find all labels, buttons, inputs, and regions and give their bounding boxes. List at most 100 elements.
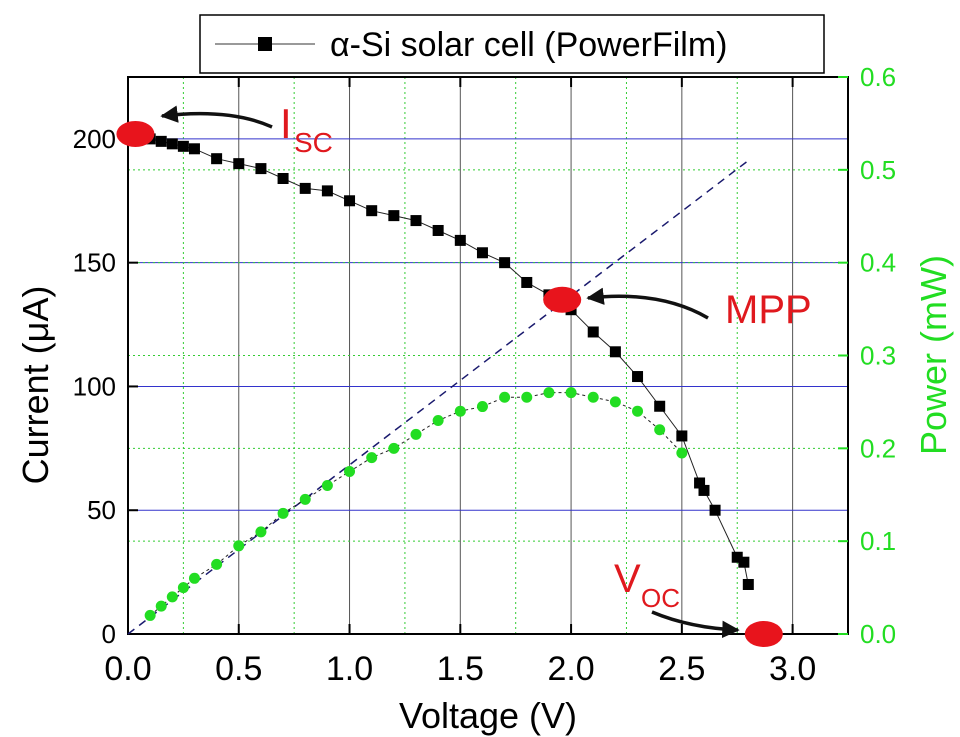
- power-point: [155, 600, 167, 612]
- y-right-tick-label: 0.2: [860, 433, 896, 463]
- current-point: [211, 153, 223, 165]
- current-point: [410, 215, 422, 227]
- current-point: [587, 326, 599, 338]
- mpp-marker: [543, 286, 582, 313]
- power-point: [166, 591, 178, 603]
- y-axis-right-title: Power (mW): [913, 255, 954, 455]
- current-point: [694, 477, 706, 489]
- y-left-tick-label: 100: [73, 371, 116, 401]
- isc-arrow: [160, 105, 273, 129]
- power-point: [144, 609, 156, 621]
- power-point: [476, 401, 488, 413]
- x-tick-label: 2.0: [547, 650, 594, 688]
- current-point: [344, 195, 356, 207]
- x-tick-label: 1.0: [326, 650, 373, 688]
- power-point: [344, 466, 356, 478]
- x-tick-label: 2.5: [658, 650, 705, 688]
- power-point: [676, 447, 688, 459]
- grid: [128, 77, 848, 634]
- current-point: [476, 247, 488, 259]
- current-point: [277, 172, 289, 184]
- current-point: [155, 135, 167, 147]
- power-point: [654, 424, 666, 436]
- power-point: [233, 540, 245, 552]
- y-right-tick-label: 0.4: [860, 248, 896, 278]
- current-point: [521, 276, 533, 288]
- power-point: [321, 479, 333, 491]
- isc-subscript: SC: [294, 127, 333, 158]
- power-point: [587, 391, 599, 403]
- current-point: [388, 210, 400, 222]
- y-axis-left-title: Current (μA): [15, 286, 56, 485]
- power-point: [211, 558, 223, 570]
- legend-marker: [258, 37, 272, 51]
- x-tick-label: 3.0: [769, 650, 816, 688]
- y-left-tick-label: 0: [102, 619, 116, 649]
- y-right-tick-label: 0.1: [860, 526, 896, 556]
- power-point: [609, 396, 621, 408]
- x-tick-label: 0.0: [104, 650, 151, 688]
- power-point: [565, 387, 577, 399]
- current-point: [299, 182, 311, 194]
- current-point: [321, 185, 333, 197]
- y-left-tick-label: 200: [73, 124, 116, 154]
- current-point: [698, 484, 710, 496]
- voc-label: V: [614, 557, 641, 601]
- x-tick-label: 1.5: [437, 650, 484, 688]
- y-right-tick-label: 0.3: [860, 341, 896, 371]
- y-right-tick-label: 0.0: [860, 619, 896, 649]
- current-point: [654, 400, 666, 412]
- legend: α-Si solar cell (PowerFilm): [199, 14, 825, 74]
- power-point: [388, 442, 400, 454]
- current-point: [709, 504, 721, 516]
- current-point: [432, 224, 444, 236]
- current-point: [166, 138, 178, 150]
- isc-label: I: [280, 100, 292, 147]
- power-point: [454, 405, 466, 417]
- current-point: [255, 163, 267, 175]
- voc-subscript: OC: [641, 583, 680, 613]
- current-point: [738, 556, 750, 568]
- current-point: [177, 140, 189, 152]
- current-point: [454, 234, 466, 246]
- current-point: [188, 143, 200, 155]
- current-point: [609, 346, 621, 358]
- power-point: [632, 405, 644, 417]
- mpp-arrow: [586, 287, 709, 320]
- power-point: [188, 572, 200, 584]
- current-point: [233, 158, 245, 170]
- series: [127, 133, 754, 635]
- x-tick-label: 0.5: [215, 650, 262, 688]
- power-point: [499, 391, 511, 403]
- current-point: [676, 430, 688, 442]
- power-point: [543, 387, 555, 399]
- annotations: I SC MPP V OC: [116, 100, 812, 647]
- current-point: [742, 578, 754, 590]
- extrapolation-line: [127, 159, 749, 635]
- current-point: [731, 551, 743, 563]
- legend-label: α-Si solar cell (PowerFilm): [330, 26, 727, 64]
- mpp-label: MPP: [725, 288, 812, 332]
- power-point: [255, 526, 267, 538]
- isc-marker: [116, 120, 155, 147]
- current-point: [366, 205, 378, 217]
- power-point: [521, 391, 533, 403]
- current-point: [632, 371, 644, 383]
- y-right-tick-label: 0.5: [860, 155, 896, 185]
- voc-marker: [744, 621, 783, 647]
- x-axis-title: Voltage (V): [399, 695, 577, 736]
- power-point: [366, 452, 378, 464]
- voc-arrow: [651, 610, 740, 639]
- series-line-0: [139, 138, 749, 585]
- series-line-1: [149, 392, 683, 616]
- y-left-tick-label: 150: [73, 248, 116, 278]
- current-point: [499, 257, 511, 269]
- power-point: [410, 428, 422, 440]
- axes: 0.0 0.5 1.0 1.5 2.0 2.5 3.0 0 50 100 150 200 0.0 0.1 0…: [73, 62, 897, 688]
- power-point: [177, 582, 189, 594]
- power-point: [432, 414, 444, 426]
- power-point: [299, 493, 311, 505]
- power-point: [277, 507, 289, 519]
- y-left-tick-label: 50: [87, 495, 116, 525]
